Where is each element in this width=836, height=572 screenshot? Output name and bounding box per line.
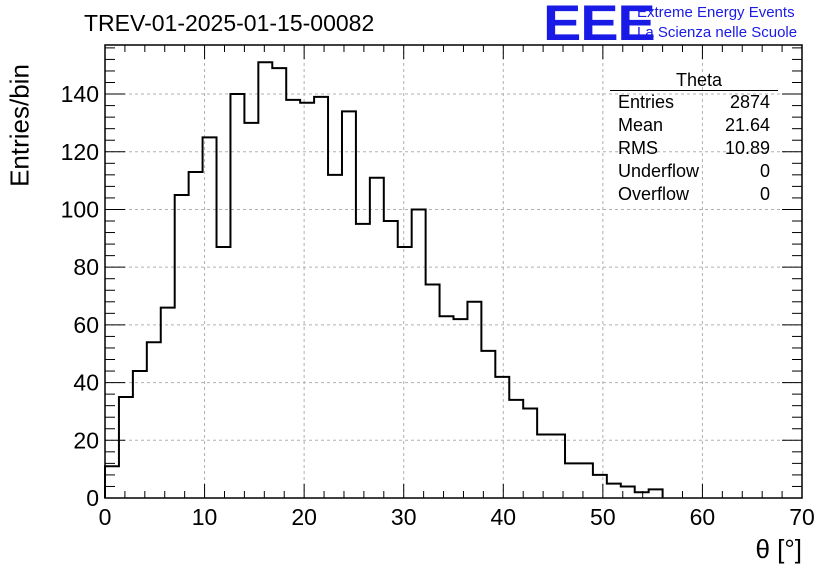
histogram-series (104, 61, 664, 498)
stats-row: RMS 10.89 (610, 137, 778, 160)
stats-label: Mean (618, 115, 664, 135)
x-tick-label: 50 (590, 504, 616, 530)
stats-value: 10.89 (724, 138, 770, 158)
stats-name: Theta (610, 70, 778, 91)
stats-value: 2874 (729, 92, 770, 112)
logo-line-2: La Scienza nelle Scuole (637, 24, 798, 41)
x-tick-label: 30 (391, 504, 417, 530)
y-tick-label: 100 (61, 196, 99, 222)
y-tick-label: 0 (86, 485, 99, 511)
stats-label: Entries (618, 92, 675, 112)
logo-line-1: Extreme Energy Events (637, 4, 795, 21)
stats-label: Underflow (618, 161, 700, 181)
x-tick-label: 10 (192, 504, 218, 530)
stats-value: 0 (759, 161, 770, 181)
stats-row: Overflow 0 (610, 183, 778, 206)
y-tick-label: 60 (73, 312, 99, 338)
y-tick-label: 40 (73, 370, 99, 396)
stats-value: 0 (759, 184, 770, 204)
x-tick-label: 60 (690, 504, 716, 530)
stats-row: Mean 21.64 (610, 114, 778, 137)
stats-row: Entries 2874 (610, 91, 778, 114)
y-axis-label: Entries/bin (4, 64, 35, 187)
chart-title: TREV-01-2025-01-15-00082 (84, 10, 375, 36)
plot-frame (104, 44, 803, 499)
y-tick-label: 80 (73, 254, 99, 280)
tick-labels: 0 10 20 30 40 50 60 70 0 20 40 60 80 100 120 140 (61, 81, 815, 530)
stats-row: Underflow 0 (610, 160, 778, 183)
stats-box: Theta Entries 2874 Mean 21.64 RMS 10.89 Und… (610, 70, 778, 206)
eee-logo: EEE (543, 0, 656, 51)
x-tick-label: 20 (291, 504, 317, 530)
x-tick-label: 40 (490, 504, 516, 530)
x-tick-label: 0 (99, 504, 112, 530)
stats-value: 21.64 (724, 115, 770, 135)
y-tick-label: 140 (61, 81, 99, 107)
stats-label: RMS (618, 138, 658, 158)
y-tick-label: 20 (73, 427, 99, 453)
axis-ticks (104, 45, 803, 499)
stats-label: Overflow (618, 184, 690, 204)
x-axis-label: θ [°] (755, 534, 802, 564)
x-tick-label: 70 (789, 504, 815, 530)
y-tick-label: 120 (61, 139, 99, 165)
grid-lines (105, 45, 802, 498)
